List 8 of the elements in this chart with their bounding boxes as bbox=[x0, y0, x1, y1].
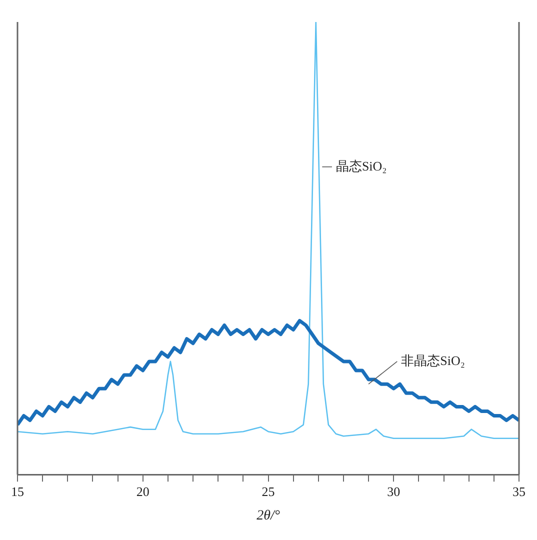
x-tick-label: 30 bbox=[387, 484, 400, 499]
series-label: 非晶态SiO₂ bbox=[401, 352, 465, 368]
series-label: 晶态SiO₂ bbox=[336, 158, 387, 174]
x-tick-label: 25 bbox=[262, 484, 275, 499]
x-axis-title: 2θ/° bbox=[256, 508, 280, 524]
x-tick-label: 15 bbox=[11, 484, 24, 499]
x-tick-label: 35 bbox=[512, 484, 526, 499]
x-tick-label: 20 bbox=[136, 484, 150, 499]
